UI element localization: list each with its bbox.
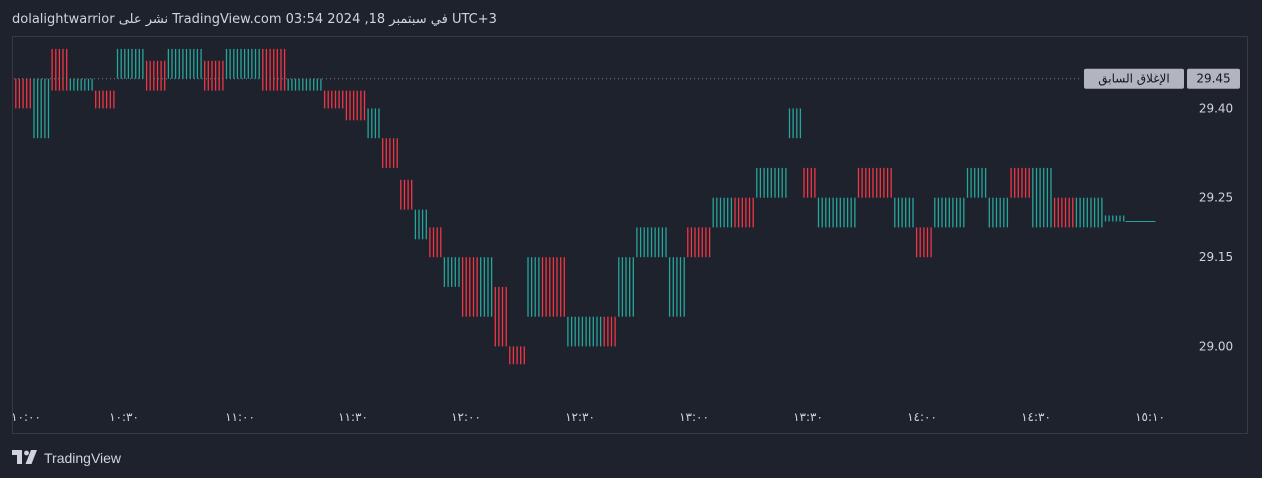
price-tick-label: 29.00 [1199, 339, 1233, 353]
time-tick-label: ١٠:٠٠ [11, 410, 41, 424]
price-tick-label: 29.25 [1199, 191, 1233, 205]
footer: TradingView [12, 446, 121, 470]
time-tick-label: ١٠:٣٠ [109, 410, 139, 424]
publication-header: dolalightwarrior نشر على TradingView.com… [12, 12, 497, 27]
time-tick-label: ١٤:٣٠ [1021, 410, 1051, 424]
tradingview-logo-icon[interactable] [12, 449, 38, 468]
time-tick-label: ١٣:٣٠ [793, 410, 823, 424]
time-tick-label: ١١:٣٠ [338, 410, 368, 424]
price-tick-label: 29.15 [1199, 250, 1233, 264]
price-axis: 29.40 29.25 29.15 29.00 [1199, 101, 1233, 353]
previous-close-label: الإغلاق السابق 29.45 [1084, 68, 1240, 89]
time-tick-label: ١١:٠٠ [225, 410, 255, 424]
price-bars [15, 48, 1156, 365]
footer-brand[interactable]: TradingView [44, 450, 122, 466]
previous-close-value: 29.45 [1196, 72, 1230, 86]
chart-frame [12, 36, 1248, 434]
previous-close-name: الإغلاق السابق [1098, 72, 1169, 87]
time-axis: ١٠:٠٠ ١٠:٣٠ ١١:٠٠ ١١:٣٠ ١٢:٠٠ ١٢:٣٠ ١٣:٠٠ ١٣:٣٠… [11, 410, 1165, 424]
time-tick-label: ١٣:٠٠ [679, 410, 709, 424]
time-tick-label: ١٢:٠٠ [451, 410, 481, 424]
ohlc-chart[interactable]: 29.40 29.25 29.15 29.00 ١٠:٠٠ ١٠:٣٠ ١١:٠٠ ١١:٣… [0, 0, 1262, 440]
time-tick-label: ١٢:٣٠ [565, 410, 595, 424]
price-tick-label: 29.40 [1199, 101, 1233, 115]
time-tick-label: ١٥:١٠ [1135, 410, 1165, 424]
time-tick-label: ١٤:٠٠ [907, 410, 937, 424]
